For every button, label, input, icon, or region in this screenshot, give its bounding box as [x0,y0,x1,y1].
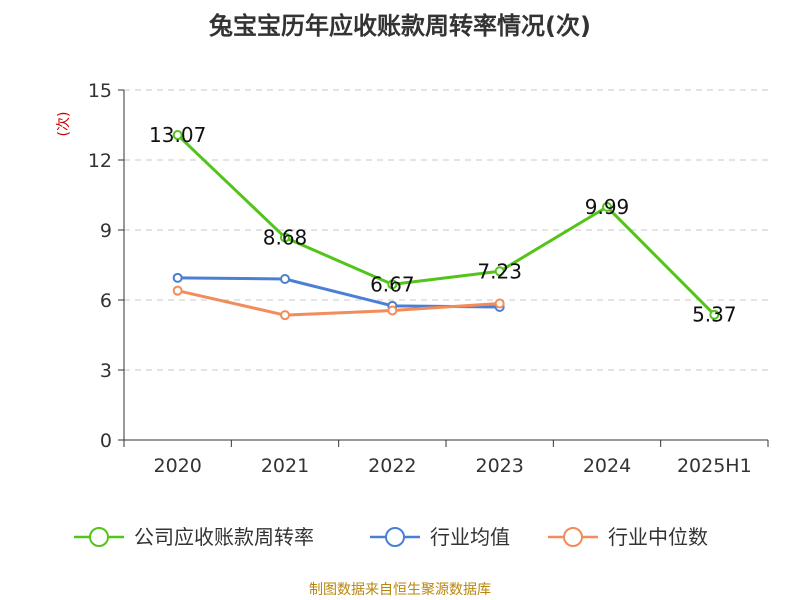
legend-item-0[interactable]: 公司应收账款周转率 [74,525,314,549]
x-tick-label: 2021 [261,455,309,477]
series-line-2 [177,289,500,317]
legend-marker [89,527,109,547]
y-tick-label: 12 [88,150,112,172]
legend-marker [563,527,583,547]
data-point-0 [494,266,505,277]
legend-item-2[interactable]: 行业中位数 [548,525,708,549]
data-label: 5.37 [692,303,737,327]
x-tick-label: 2024 [583,455,631,477]
x-tick-label: 2022 [368,455,416,477]
data-label: 9.99 [585,195,630,219]
chart-title: 兔宝宝历年应收账款周转率情况(次) [209,12,591,40]
x-tick-label: 2020 [153,455,201,477]
axes: 0 3 6 9 12 15 2020 2021 2022 2023 2024 2025H1 [88,80,769,477]
legend-marker [385,527,405,547]
y-tick-label: 3 [100,360,112,382]
legend-label: 行业均值 [430,525,510,549]
data-point-2 [494,298,505,309]
data-point-0 [709,309,720,320]
data-point-1 [172,272,183,283]
y-axis-label: (次) [56,112,72,137]
legend-label: 行业中位数 [608,525,708,549]
data-point-0 [280,232,290,243]
data-point-2 [280,310,290,321]
data-label: 7.23 [477,259,522,283]
data-point-2 [387,305,398,316]
data-point-0 [387,279,398,290]
gridlines [124,89,768,371]
data-label: 6.67 [370,272,415,296]
series-line-0 [176,133,716,316]
series-group [172,130,720,321]
data-label: 13.07 [149,123,206,147]
data-point-0 [172,130,183,141]
source-note: 制图数据来自恒生聚源数据库 [309,582,491,598]
data-label: 8.68 [263,225,308,249]
y-tick-label: 6 [100,290,112,312]
data-point-1 [280,274,290,284]
data-point-0 [602,201,612,212]
data-labels: 13.07 8.68 6.67 7.23 9.99 5.37 [149,123,737,327]
x-tick-label: 2023 [475,455,523,477]
y-tick-label: 0 [100,430,112,452]
legend[interactable]: 公司应收账款周转率 行业均值 行业中位数 [74,525,708,549]
legend-label: 公司应收账款周转率 [134,525,314,549]
data-point-2 [172,285,183,296]
y-tick-label: 15 [88,80,112,102]
x-tick-label: 2025H1 [677,455,752,477]
y-tick-label: 9 [100,220,112,242]
legend-item-1[interactable]: 行业均值 [370,525,510,549]
